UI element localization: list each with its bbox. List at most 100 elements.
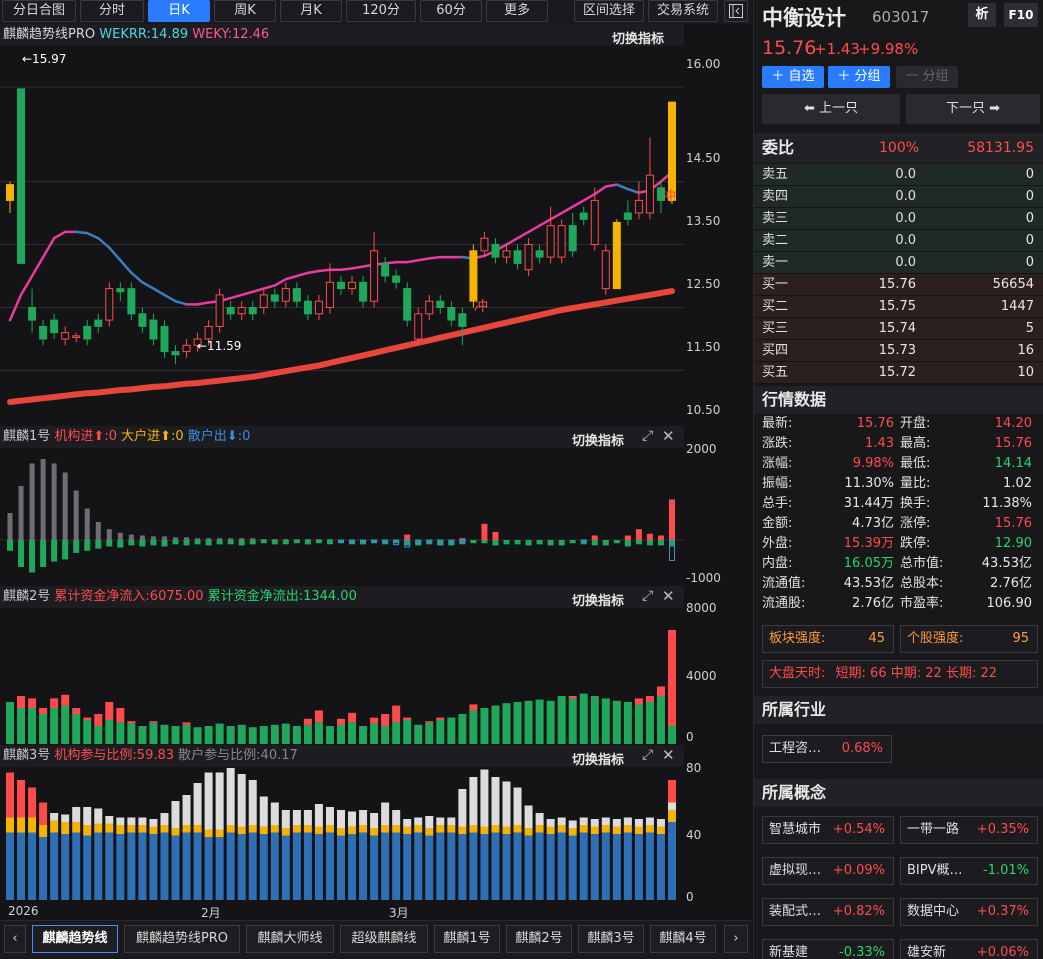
scroll-left-icon[interactable]: ‹ bbox=[4, 925, 26, 953]
inflow-green-bar bbox=[160, 724, 169, 744]
quote-value: 11.38% bbox=[982, 496, 1032, 511]
panel-toggle-icon[interactable] bbox=[724, 0, 748, 22]
y-tick: 10.50 bbox=[686, 403, 721, 417]
panel1-switch-button[interactable]: 切换指标 bbox=[572, 434, 625, 449]
ratio-white-bar bbox=[182, 795, 191, 825]
tab-monthly[interactable]: 月K bbox=[280, 0, 342, 22]
inflow-red-bar bbox=[105, 702, 114, 720]
tab-qilin-trend[interactable]: 麒麟趋势线 bbox=[32, 925, 118, 953]
close-icon[interactable]: ✕ bbox=[662, 746, 675, 764]
f10-button[interactable]: F10 bbox=[1004, 3, 1038, 27]
ratio-white-bar bbox=[557, 817, 566, 825]
short-trend-segment bbox=[306, 269, 321, 275]
bar-red bbox=[646, 533, 653, 540]
expand-icon[interactable]: ⤢ bbox=[642, 747, 654, 763]
concept-item[interactable]: BIPV概… -1.01% bbox=[900, 857, 1038, 885]
tab-qilin-4[interactable]: 麒麟4号 bbox=[650, 925, 716, 953]
concept-name: 智慧城市 bbox=[769, 822, 822, 837]
y-tick: 16.00 bbox=[686, 57, 721, 71]
tab-qilin-3[interactable]: 麒麟3号 bbox=[578, 925, 644, 953]
industry-item[interactable]: 工程咨… 0.68% bbox=[762, 735, 892, 763]
tab-intraday[interactable]: 分时 bbox=[80, 0, 144, 22]
tab-daily-combo[interactable]: 分日合图 bbox=[2, 0, 76, 22]
inflow-red-bar bbox=[149, 721, 158, 723]
bar-red bbox=[591, 535, 598, 540]
close-icon[interactable]: ✕ bbox=[662, 587, 675, 605]
inflow-green-bar bbox=[337, 724, 345, 744]
short-trend-segment bbox=[240, 290, 254, 297]
analysis-button[interactable]: 析 bbox=[968, 3, 996, 27]
candle-body bbox=[72, 335, 81, 338]
range-select-button[interactable]: 区间选择 bbox=[574, 0, 644, 22]
expand-icon[interactable]: ⤢ bbox=[642, 428, 654, 444]
tab-qilin-trend-pro[interactable]: 麒麟趋势线PRO bbox=[124, 925, 240, 953]
bar-green bbox=[73, 540, 80, 553]
next-stock-button[interactable]: 下一只 ➡ bbox=[906, 94, 1040, 124]
ratio-white-bar bbox=[447, 817, 456, 825]
tab-qilin-1[interactable]: 麒麟1号 bbox=[434, 925, 500, 953]
bar-green bbox=[29, 540, 36, 573]
inflow-green-bar bbox=[502, 703, 511, 744]
bar-gray bbox=[161, 536, 167, 540]
concept-item[interactable]: 雄安新 +0.06% bbox=[900, 939, 1038, 959]
ratio-blue-bar bbox=[601, 832, 610, 900]
inflow-red-bar bbox=[182, 722, 191, 725]
tab-daily[interactable]: 日K bbox=[148, 0, 210, 22]
add-favorite-button[interactable]: ＋ 自选 bbox=[762, 66, 824, 88]
add-group-button[interactable]: ＋ 分组 bbox=[828, 66, 890, 88]
concept-item[interactable]: 一带一路 +0.35% bbox=[900, 816, 1038, 844]
quote-value: 11.30% bbox=[844, 476, 894, 491]
level-volume: 16 bbox=[1017, 343, 1034, 358]
tab-more[interactable]: 更多 bbox=[486, 0, 548, 22]
ratio-blue-bar bbox=[513, 832, 522, 900]
inflow-green-bar bbox=[83, 720, 92, 744]
concept-item[interactable]: 智慧城市 +0.54% bbox=[762, 816, 894, 844]
candle-body bbox=[193, 338, 202, 346]
ratio-white-bar bbox=[414, 817, 423, 825]
stock-strength-value: 95 bbox=[1012, 631, 1029, 646]
concept-pct: +0.35% bbox=[976, 822, 1029, 837]
concept-item[interactable]: 装配式… +0.82% bbox=[762, 898, 894, 926]
buy-level-row: 买一 15.76 56654 bbox=[754, 274, 1043, 296]
concept-item[interactable]: 虚拟现… +0.09% bbox=[762, 857, 894, 885]
tab-weekly[interactable]: 周K bbox=[214, 0, 276, 22]
ratio-yellow-bar bbox=[204, 829, 213, 837]
tab-120min[interactable]: 120分 bbox=[346, 0, 416, 22]
remove-group-button[interactable]: 一 分组 bbox=[896, 66, 958, 88]
candle-body bbox=[535, 250, 544, 258]
ratio-blue-bar bbox=[105, 832, 114, 900]
ratio-white-bar bbox=[138, 817, 147, 825]
bar-blue bbox=[371, 539, 378, 543]
concept-item[interactable]: 数据中心 +0.37% bbox=[900, 898, 1038, 926]
quote-row: 最新: 15.76 开盘: 14.20 bbox=[754, 414, 1043, 434]
p3-tick: 80 bbox=[686, 761, 702, 775]
prev-stock-button[interactable]: ⬅ 上一只 bbox=[762, 94, 900, 124]
market-timing-label: 大盘天时: bbox=[769, 666, 826, 681]
ratio-yellow-bar bbox=[28, 817, 37, 833]
ratio-yellow-bar bbox=[480, 826, 489, 834]
chart-area[interactable]: 麒麟趋势线PRO WEKRR:14.89 WEKY:12.46 切换指标 ←15… bbox=[0, 24, 752, 924]
concept-item[interactable]: 新基建 -0.33% bbox=[762, 939, 894, 959]
tab-qilin-master[interactable]: 麒麟大师线 bbox=[246, 925, 334, 953]
scroll-right-icon[interactable]: › bbox=[724, 925, 748, 953]
bar-green bbox=[624, 540, 631, 547]
close-icon[interactable]: ✕ bbox=[662, 427, 675, 445]
quote-label: 涨跌: bbox=[762, 436, 793, 451]
candle-body bbox=[215, 294, 224, 327]
candle-body bbox=[370, 250, 379, 302]
inflow-green-bar bbox=[656, 696, 665, 744]
tab-60min[interactable]: 60分 bbox=[420, 0, 482, 22]
short-trend-segment bbox=[163, 293, 177, 303]
trading-system-button[interactable]: 交易系统 bbox=[648, 0, 718, 22]
panel3-name: 麒麟3号 bbox=[3, 748, 51, 763]
tab-qilin-2[interactable]: 麒麟2号 bbox=[506, 925, 572, 953]
tab-super-qilin[interactable]: 超级麒麟线 bbox=[340, 925, 428, 953]
bar-green bbox=[150, 540, 157, 546]
main-indicator-name: 麒麟趋势线PRO bbox=[3, 27, 96, 42]
panel3-switch-button[interactable]: 切换指标 bbox=[572, 753, 625, 768]
panel2-switch-button[interactable]: 切换指标 bbox=[572, 594, 625, 609]
expand-icon[interactable]: ⤢ bbox=[642, 588, 654, 604]
ratio-yellow-bar bbox=[524, 828, 533, 836]
main-switch-indicator-button[interactable]: 切换指标 bbox=[612, 32, 665, 47]
inflow-red-bar bbox=[568, 696, 577, 699]
